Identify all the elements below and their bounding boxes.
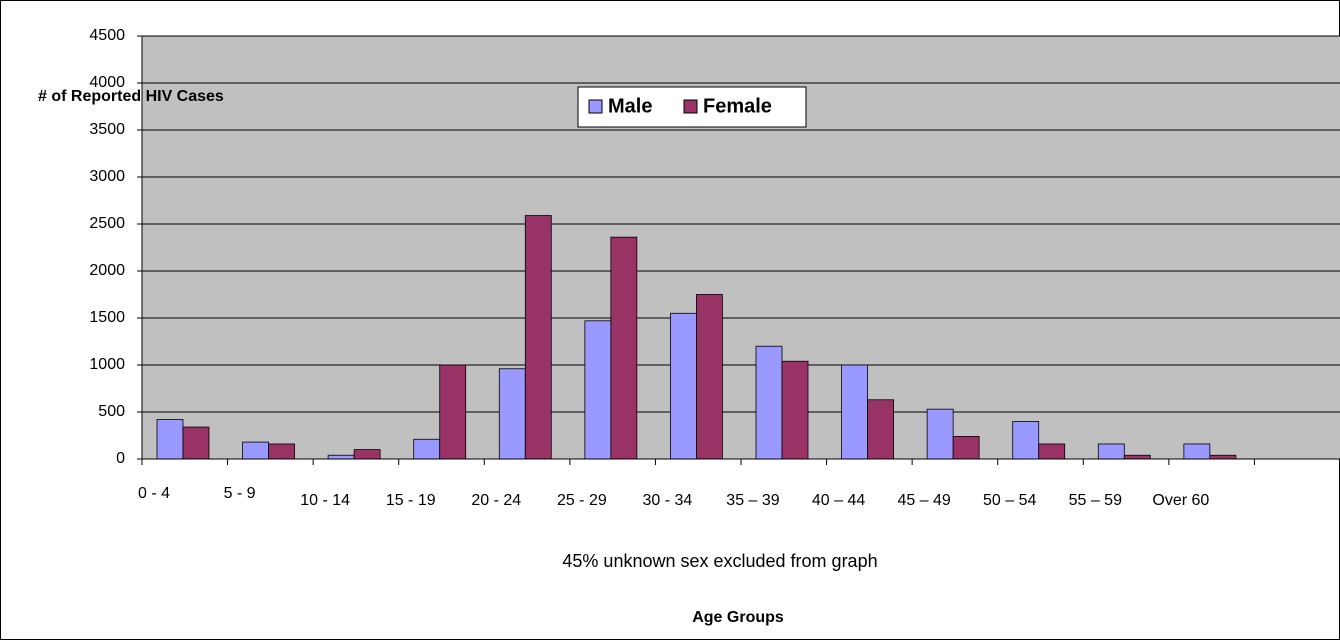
bar [1209, 454, 1237, 460]
bar [952, 436, 980, 460]
y-tick-label: 3500 [89, 121, 125, 138]
bar [670, 312, 697, 460]
bar [242, 441, 269, 460]
bar [696, 294, 723, 460]
y-tick-label: 0 [116, 450, 125, 467]
bar [156, 419, 184, 460]
bar [182, 426, 210, 460]
bar [1183, 443, 1211, 460]
bar [584, 320, 612, 460]
y-tick-label: 2000 [89, 262, 125, 279]
x-tick-label: Over 60 [1152, 492, 1209, 509]
x-tick-label: 55 – 59 [1069, 492, 1122, 509]
bar [353, 449, 381, 460]
bar [1123, 454, 1151, 460]
x-tick-label: 40 – 44 [812, 492, 865, 509]
legend-swatch [588, 99, 603, 114]
bar [413, 438, 441, 460]
x-tick-label: 10 - 14 [300, 492, 350, 509]
annotation: 45% unknown sex excluded from graph [562, 551, 877, 571]
bar [498, 368, 526, 460]
bar [268, 443, 295, 460]
x-tick-label: 35 – 39 [726, 492, 779, 509]
y-tick-label: 500 [98, 403, 125, 420]
x-tick-label: 50 – 54 [983, 492, 1036, 509]
x-tick-label: 20 - 24 [471, 492, 521, 509]
x-tick-label: 25 - 29 [557, 492, 607, 509]
y-tick-label: 2500 [89, 215, 125, 232]
bar [1097, 443, 1125, 460]
y-tick-label: 1500 [89, 309, 125, 326]
x-tick-label: 45 – 49 [897, 492, 950, 509]
legend-label: Female [703, 95, 772, 117]
bar [610, 236, 638, 460]
x-tick-label: 15 - 19 [386, 492, 436, 509]
bar [926, 408, 954, 460]
x-tick-label: 0 - 4 [138, 485, 170, 502]
x-tick-label: 5 - 9 [224, 485, 256, 502]
bar [439, 364, 467, 460]
y-tick-label: 4000 [89, 74, 125, 91]
bar [841, 364, 868, 460]
x-axis-title: Age Groups [692, 609, 784, 626]
bar [781, 360, 809, 460]
bar [755, 345, 783, 460]
bar [1012, 420, 1040, 460]
y-tick-label: 3000 [89, 168, 125, 185]
bar [327, 454, 355, 460]
y-tick-label: 4500 [89, 27, 125, 44]
bar [867, 399, 894, 460]
x-tick-label: 30 - 34 [643, 492, 693, 509]
legend-label: Male [608, 95, 652, 117]
y-axis-title: # of Reported HIV Cases [38, 88, 224, 105]
legend-swatch [683, 99, 698, 114]
y-tick-label: 1000 [89, 356, 125, 373]
bar [524, 215, 552, 460]
plot-layer [137, 35, 1340, 465]
bar [1038, 443, 1066, 460]
